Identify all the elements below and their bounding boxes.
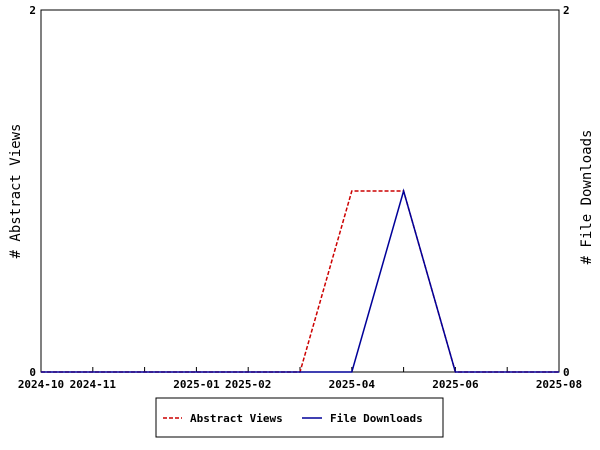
x-tick-label-2024-10: 2024-10 xyxy=(18,378,64,391)
series-layer xyxy=(41,188,559,373)
legend: Abstract Views File Downloads xyxy=(155,397,444,438)
x-tick-label-2025-02: 2025-02 xyxy=(225,378,271,391)
series-line-file-downloads xyxy=(41,188,559,373)
plot-area xyxy=(40,9,560,373)
y-axis-ticks: 0 2 0 2 xyxy=(29,4,569,379)
x-tick-label-2024-11: 2024-11 xyxy=(70,378,117,391)
x-tick-label-2025-08: 2025-08 xyxy=(536,378,582,391)
y2-tick-label-2: 2 xyxy=(563,4,570,17)
legend-label-abstract-views: Abstract Views xyxy=(190,412,283,425)
y-axis-title: # Abstract Views xyxy=(8,124,24,259)
legend-box xyxy=(155,397,444,438)
y-tick-label-2: 2 xyxy=(29,4,36,17)
legend-label-file-downloads: File Downloads xyxy=(330,412,423,425)
x-tick-label-2025-06: 2025-06 xyxy=(432,378,479,391)
y2-axis-title: # File Downloads xyxy=(579,130,595,265)
x-tick-label-2025-01: 2025-01 xyxy=(173,378,220,391)
y2-tick-label-0: 0 xyxy=(563,366,570,379)
y-tick-label-0: 0 xyxy=(29,366,36,379)
x-axis-ticks: 2024-10 2024-11 2025-01 2025-02 2025-04 2025-… xyxy=(18,367,582,391)
x-tick-label-2025-04: 2025-04 xyxy=(329,378,376,391)
